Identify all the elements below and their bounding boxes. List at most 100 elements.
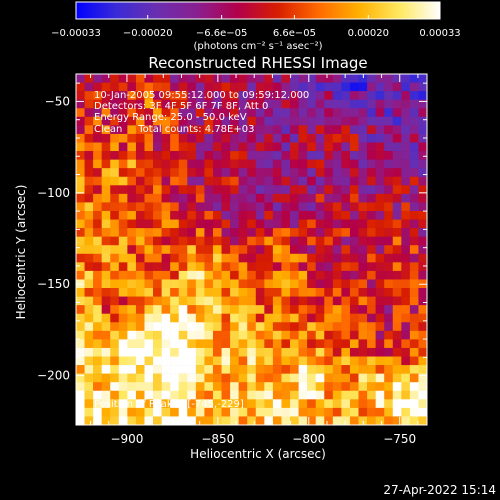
heatmap-cell	[298, 108, 308, 118]
heatmap-cell	[178, 108, 188, 118]
heatmap-cell	[135, 407, 145, 417]
heatmap-cell	[101, 347, 111, 357]
heatmap-cell	[298, 416, 308, 426]
heatmap-cell	[272, 168, 282, 178]
heatmap-cell	[76, 339, 85, 349]
heatmap-cell	[221, 91, 231, 100]
heatmap-cell	[221, 202, 231, 212]
heatmap-cell	[332, 305, 342, 315]
heatmap-cell	[307, 133, 317, 143]
heatmap-cell	[384, 253, 394, 263]
heatmap-cell	[238, 279, 248, 289]
heatmap-cell	[76, 236, 85, 246]
heatmap-cell	[170, 407, 180, 417]
heatmap-cell	[76, 116, 85, 126]
heatmap-cell	[247, 228, 257, 237]
heatmap-cell	[247, 356, 257, 366]
heatmap-cell	[290, 253, 299, 263]
heatmap-cell	[298, 399, 308, 409]
heatmap-cell	[127, 330, 137, 340]
heatmap-cell	[255, 288, 265, 297]
heatmap-cell	[307, 91, 317, 100]
heatmap-cell	[349, 373, 359, 383]
heatmap-cell	[409, 270, 419, 280]
heatmap-cell	[153, 407, 162, 417]
colorbar-unit-label: (photons cm⁻² s⁻¹ asec⁻²)	[193, 41, 322, 52]
heatmap-cell	[358, 193, 368, 203]
heatmap-cell	[161, 228, 171, 237]
heatmap-cell	[392, 210, 402, 220]
heatmap-cell	[401, 133, 411, 143]
heatmap-cell	[204, 236, 214, 246]
heatmap-cell	[221, 296, 231, 306]
heatmap-cell	[178, 305, 188, 315]
heatmap-cell	[281, 262, 291, 272]
heatmap-cell	[84, 236, 94, 246]
heatmap-cell	[144, 330, 154, 340]
heatmap-cell	[195, 416, 205, 426]
heatmap-cell	[118, 407, 128, 417]
heatmap-cell	[307, 382, 317, 392]
heatmap-cell	[264, 296, 274, 306]
heatmap-cell	[255, 193, 265, 203]
heatmap-cell	[127, 288, 137, 297]
heatmap-cell	[110, 305, 120, 315]
heatmap-cell	[324, 151, 334, 160]
heatmap-cell	[341, 279, 351, 289]
heatmap-cell	[341, 399, 351, 409]
heatmap-cell	[418, 296, 428, 306]
heatmap-cell	[341, 91, 351, 100]
heatmap-cell	[264, 245, 274, 255]
heatmap-cell	[127, 228, 137, 237]
heatmap-cell	[418, 305, 428, 315]
heatmap-cell	[118, 91, 128, 100]
heatmap-cell	[264, 91, 274, 100]
heatmap-cell	[324, 288, 334, 297]
heatmap-cell	[221, 193, 231, 203]
heatmap-cell	[101, 253, 111, 263]
heatmap-cell	[238, 288, 248, 297]
heatmap-cell	[212, 193, 222, 203]
heatmap-cell	[221, 168, 231, 178]
heatmap-cell	[135, 305, 145, 315]
heatmap-cell	[281, 382, 291, 392]
heatmap-cell	[375, 159, 385, 169]
heatmap-cell	[298, 305, 308, 315]
heatmap-cell	[298, 313, 308, 323]
heatmap-cell	[255, 382, 265, 392]
heatmap-cell	[101, 390, 111, 400]
heatmap-cell	[332, 210, 342, 220]
heatmap-cell	[375, 91, 385, 100]
heatmap-cell	[230, 270, 239, 280]
heatmap-cell	[84, 365, 94, 374]
heatmap-cell	[358, 91, 368, 100]
heatmap-cell	[170, 219, 180, 229]
heatmap-cell	[144, 347, 154, 357]
heatmap-cell	[332, 382, 342, 392]
heatmap-cell	[110, 176, 120, 186]
heatmap-cell	[307, 82, 317, 92]
heatmap-cell	[178, 330, 188, 340]
heatmap-cell	[307, 296, 317, 306]
heatmap-cell	[375, 193, 385, 203]
heatmap-cell	[401, 339, 411, 349]
heatmap-cell	[307, 236, 317, 246]
heatmap-cell	[401, 210, 411, 220]
heatmap-cell	[384, 219, 394, 229]
heatmap-cell	[118, 99, 128, 109]
heatmap-cell	[93, 399, 102, 409]
heatmap-cell	[187, 116, 197, 126]
heatmap-cell	[409, 416, 419, 426]
heatmap-cell	[307, 262, 317, 272]
heatmap-cell	[238, 210, 248, 220]
heatmap-cell	[358, 313, 368, 323]
heatmap-cell	[358, 176, 368, 186]
heatmap-cell	[349, 339, 359, 349]
heatmap-cell	[409, 99, 419, 109]
heatmap-cell	[144, 373, 154, 383]
heatmap-cell	[290, 416, 299, 426]
heatmap-cell	[264, 210, 274, 220]
heatmap-cell	[264, 202, 274, 212]
heatmap-cell	[247, 253, 257, 263]
heatmap-cell	[307, 125, 317, 135]
